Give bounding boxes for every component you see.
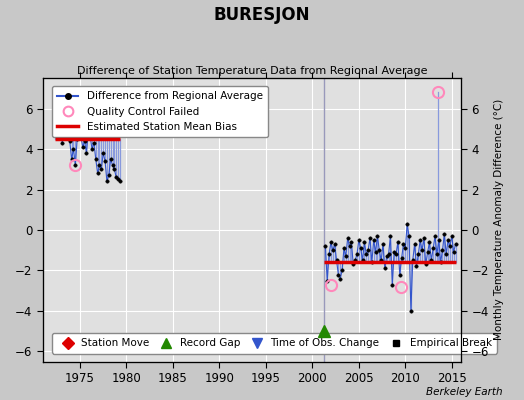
- Legend: Station Move, Record Gap, Time of Obs. Change, Empirical Break: Station Move, Record Gap, Time of Obs. C…: [52, 333, 497, 354]
- Y-axis label: Monthly Temperature Anomaly Difference (°C): Monthly Temperature Anomaly Difference (…: [495, 99, 505, 340]
- Text: Berkeley Earth: Berkeley Earth: [427, 387, 503, 397]
- Title: Difference of Station Temperature Data from Regional Average: Difference of Station Temperature Data f…: [77, 66, 427, 76]
- Text: BURESJON: BURESJON: [214, 6, 310, 24]
